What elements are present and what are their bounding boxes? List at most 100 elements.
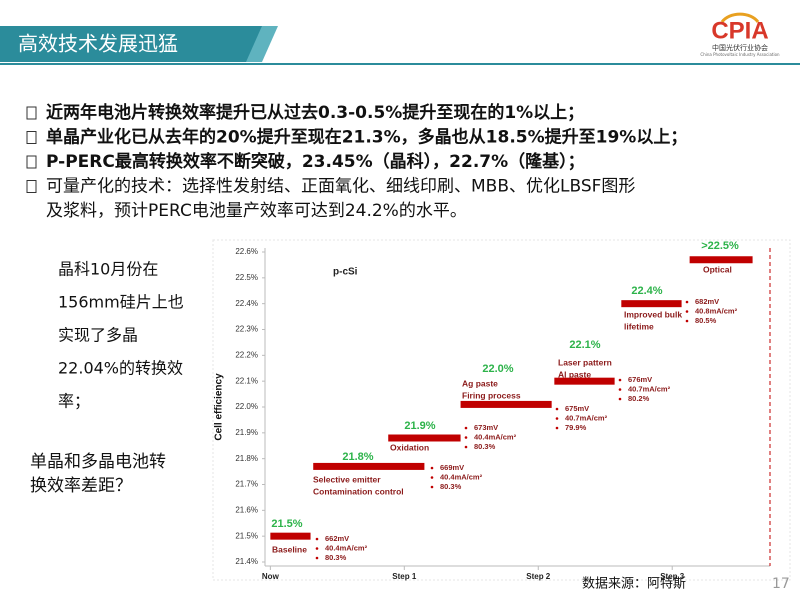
value-label: 22.0%: [482, 363, 513, 375]
step-detail: 79.9%: [565, 423, 587, 432]
step-name: Firing process: [462, 390, 521, 400]
step-detail: 80.3%: [474, 442, 496, 451]
value-label: 22.4%: [631, 285, 662, 297]
logo-arc: [720, 12, 760, 23]
detail-dot: [618, 388, 622, 391]
logo-english: China Photovoltaic Industry Association: [700, 52, 780, 57]
step-detail: 40.4mA/cm²: [325, 543, 368, 552]
step-bar: [689, 256, 753, 264]
detail-dot: [464, 436, 468, 439]
step-detail: 80.2%: [628, 394, 650, 403]
step-detail: 40.7mA/cm²: [628, 384, 671, 393]
y-tick-label: 22.0%: [235, 402, 258, 411]
logo-name: CPIA: [711, 17, 768, 44]
bullet-box: [26, 180, 37, 193]
side-note-line: 156mm硅片上也: [58, 293, 184, 312]
y-tick-label: 22.6%: [235, 247, 258, 256]
bullet-text: 单晶产业化已从去年的20%提升至现在21.3%，多晶也从18.5%提升至19%以…: [46, 127, 687, 148]
step-name: Improved bulk: [624, 309, 682, 319]
value-label: 21.8%: [342, 451, 373, 463]
step-detail: 676mV: [628, 375, 652, 384]
question-line: 换效率差距？: [30, 476, 132, 496]
step-detail: 40.8mA/cm²: [695, 306, 738, 315]
side-note-line: 22.04%的转换效: [58, 359, 183, 378]
y-tick-label: 22.1%: [235, 376, 258, 385]
step-name: Ag paste: [462, 378, 498, 388]
step-detail: 675mV: [565, 404, 589, 413]
bullet-text: P-PERC最高转换效率不断突破，23.45%（晶科），22.7%（隆基）；: [46, 151, 585, 172]
x-tick-label: Step 3: [660, 572, 685, 581]
page-number: 17: [772, 576, 790, 592]
step-bar: [554, 377, 615, 385]
detail-dot: [685, 300, 689, 304]
step-name: Selective emitter: [313, 474, 381, 484]
step-detail: 40.7mA/cm²: [565, 413, 608, 422]
step-name: Baseline: [272, 544, 307, 554]
detail-dot: [430, 476, 434, 479]
bullet-text: 及浆料，预计PERC电池量产效率可达到24.2%的水平。: [46, 201, 467, 221]
value-label: 21.9%: [404, 420, 435, 432]
step-detail: 80.3%: [325, 553, 347, 562]
detail-dot: [430, 466, 434, 470]
detail-dot: [315, 556, 319, 560]
detail-dot: [464, 426, 468, 430]
source-note: 数据来源：阿特斯: [582, 577, 686, 592]
step-name: lifetime: [624, 321, 654, 331]
value-label: >22.5%: [701, 240, 739, 252]
side-note-line: 晶科10月份在: [58, 260, 158, 279]
detail-dot: [555, 426, 559, 430]
detail-dot: [315, 547, 319, 550]
step-bar: [460, 400, 552, 408]
step-name: Oxidation: [390, 442, 429, 452]
chart-frame: [212, 239, 791, 581]
y-tick-label: 21.7%: [235, 480, 258, 489]
chart-annotation: p-cSi: [333, 267, 358, 278]
detail-dot: [555, 407, 559, 411]
logo-subtitle: 中国光伏行业协会: [712, 43, 768, 52]
step-detail: 80.5%: [695, 316, 717, 325]
y-tick-label: 22.5%: [235, 273, 258, 282]
bullet-text: 近两年电池片转换效率提升已从过去0.3-0.5%提升至现在的1%以上；: [46, 102, 584, 123]
side-note-line: 率；: [58, 392, 90, 411]
detail-dot: [555, 417, 559, 420]
step-detail: 40.4mA/cm²: [440, 472, 483, 481]
detail-dot: [464, 445, 468, 449]
banner-stripe: [246, 26, 278, 62]
y-tick-label: 21.8%: [235, 454, 258, 463]
bullet-box: [26, 131, 37, 144]
y-axis-label: Cell efficiency: [214, 373, 225, 441]
slide-title: 高效技术发展迅猛: [18, 32, 178, 56]
y-tick-label: 22.2%: [235, 350, 258, 359]
step-bar: [270, 532, 311, 540]
y-tick-label: 22.4%: [235, 299, 258, 308]
step-bar: [388, 434, 461, 442]
step-detail: 40.4mA/cm²: [474, 432, 517, 441]
detail-dot: [618, 378, 622, 382]
value-label: 22.1%: [569, 339, 600, 351]
detail-dot: [618, 397, 622, 401]
side-note-line: 实现了多晶: [58, 326, 138, 345]
bullet-text: 可量产化的技术：选择性发射结、正面氧化、细线印刷、MBB、优化LBSF图形: [46, 177, 635, 197]
detail-dot: [685, 310, 689, 313]
y-tick-label: 22.3%: [235, 325, 258, 334]
y-tick-label: 21.6%: [235, 505, 258, 514]
step-name: Laser pattern: [558, 357, 612, 367]
x-tick-label: Step 2: [526, 572, 551, 581]
y-tick-label: 21.9%: [235, 428, 258, 437]
step-detail: 662mV: [325, 534, 349, 543]
detail-dot: [685, 319, 689, 323]
title-banner: [0, 26, 268, 62]
x-tick-label: Step 1: [392, 572, 417, 581]
step-bar: [621, 300, 682, 308]
value-label: 21.5%: [271, 518, 302, 530]
step-detail: 669mV: [440, 463, 464, 472]
step-bar: [313, 462, 425, 470]
bullet-box: [26, 106, 37, 120]
bullet-box: [26, 155, 37, 169]
detail-dot: [315, 537, 319, 541]
step-name: Contamination control: [313, 486, 404, 496]
step-name: Al paste: [558, 369, 591, 379]
x-tick-label: Now: [262, 572, 280, 581]
